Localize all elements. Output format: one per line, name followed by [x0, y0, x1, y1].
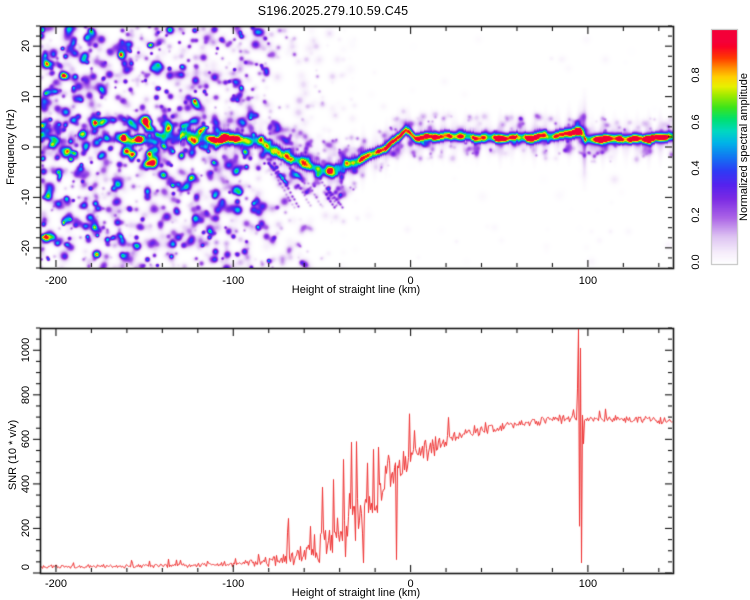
frequency-axis-title: Frequency (Hz) [5, 109, 17, 185]
snr-tick-label: 600 [20, 430, 32, 449]
snr-tick-label: 800 [20, 385, 32, 404]
height-tick-label-bottom: -100 [222, 578, 245, 590]
top-x-axis-title: Height of straight line (km) [291, 284, 421, 296]
snr-axis-title: SNR (10 * v/v) [7, 419, 19, 491]
frequency-tick-label: 0 [20, 143, 32, 151]
snr-tick-label: 0 [20, 563, 32, 571]
height-tick-label-bottom: 0 [407, 578, 414, 590]
colorbar-tick-label: 0.8 [690, 67, 702, 83]
height-tick-label-bottom: -200 [44, 578, 67, 590]
colorbar-tick-label: 0.4 [690, 160, 702, 177]
frequency-tick-label: -10 [20, 189, 32, 206]
colorbar-tick-label: 0.2 [690, 207, 702, 223]
height-tick-label-top: 100 [578, 275, 598, 287]
height-tick-label-bottom: 100 [578, 578, 598, 590]
colorbar-tick-label: 0.0 [690, 254, 702, 270]
height-tick-label-top: -200 [44, 275, 67, 287]
height-tick-label-top: -100 [222, 275, 245, 287]
height-tick-label-top: 0 [407, 275, 414, 287]
frequency-tick-label: -20 [20, 239, 32, 256]
frequency-tick-label: 20 [20, 40, 32, 53]
snr-tick-label: 1000 [20, 338, 32, 363]
colorbar-tick-label: 0.6 [690, 113, 702, 130]
snr-tick-label: 200 [20, 519, 32, 538]
colorbar-title: Normalized spectral amplitude [738, 73, 750, 221]
bottom-x-axis-title: Height of straight line (km) [291, 587, 421, 599]
frequency-tick-label: 10 [20, 90, 32, 103]
snr-tick-label: 400 [20, 474, 32, 494]
